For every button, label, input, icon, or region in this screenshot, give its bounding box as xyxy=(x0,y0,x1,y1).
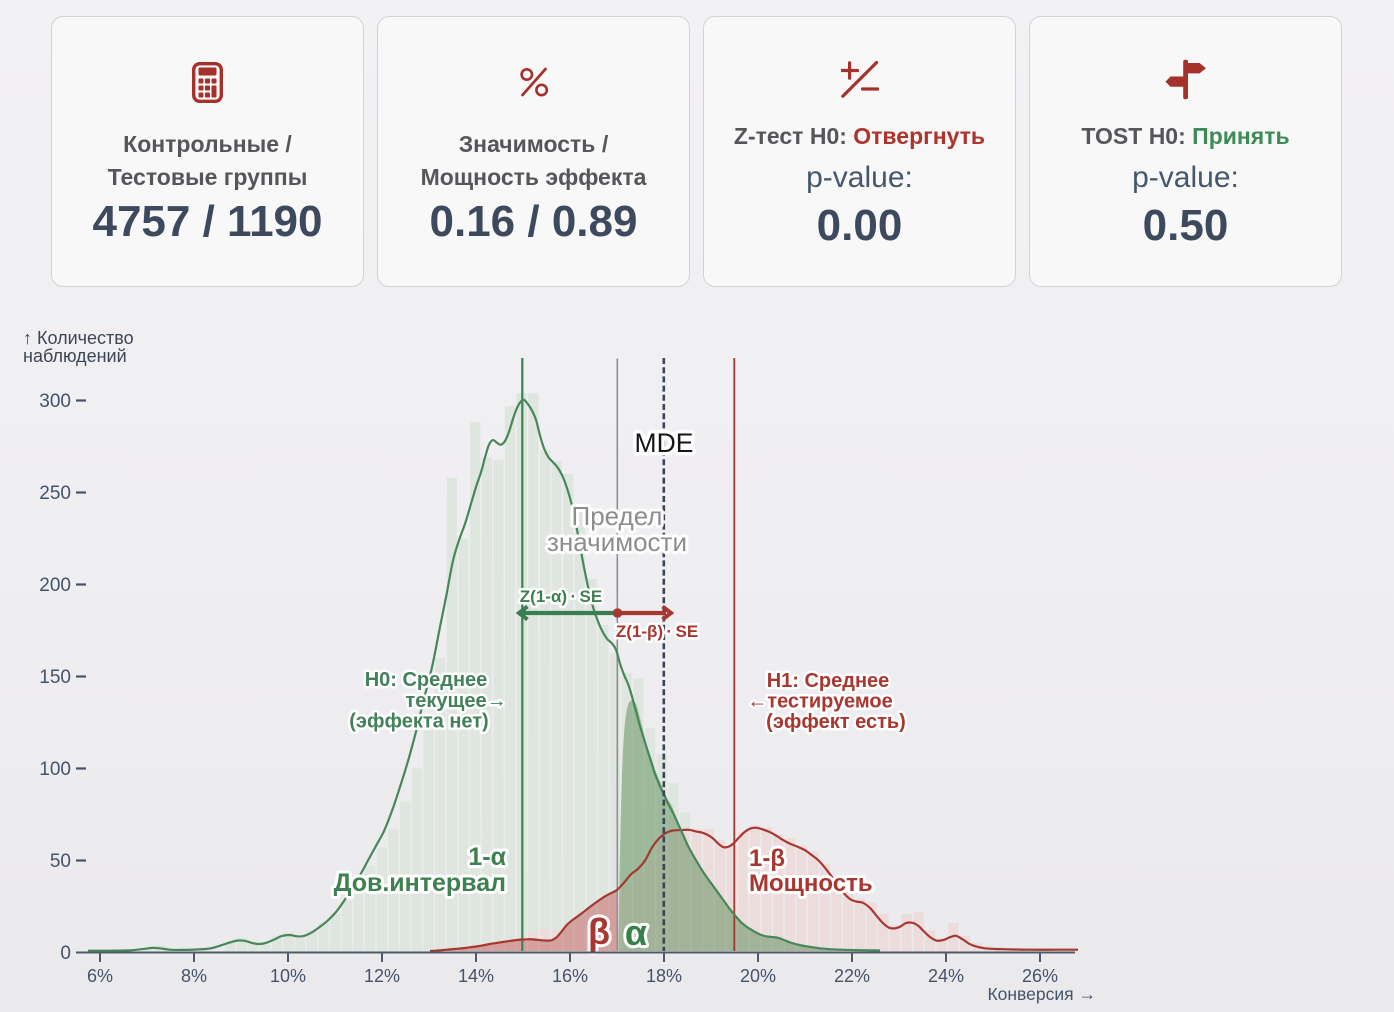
svg-text:0: 0 xyxy=(60,943,71,964)
svg-text:12%: 12% xyxy=(364,966,400,986)
svg-text:24%: 24% xyxy=(928,966,964,986)
svg-text:10%: 10% xyxy=(270,966,306,986)
svg-text:значимости: значимости xyxy=(547,527,687,557)
svg-text:18%: 18% xyxy=(646,966,682,986)
svg-text:16%: 16% xyxy=(552,966,588,986)
svg-text:20%: 20% xyxy=(740,966,776,986)
svg-text:(эффекта нет): (эффекта нет) xyxy=(349,711,488,733)
svg-text:H0: Среднее: H0: Среднее xyxy=(365,669,488,691)
svg-text:Дов.интервал: Дов.интервал xyxy=(334,869,506,897)
svg-text:Мощность: Мощность xyxy=(749,870,873,897)
svg-text:26%: 26% xyxy=(1022,966,1058,986)
svg-text:1-β: 1-β xyxy=(749,845,785,872)
svg-text:↑ Количество: ↑ Количество xyxy=(23,328,134,348)
svg-text:Z(1-α) · SE: Z(1-α) · SE xyxy=(520,587,602,606)
svg-text:H1: Среднее: H1: Среднее xyxy=(767,670,890,692)
svg-text:(эффект есть): (эффект есть) xyxy=(766,711,906,733)
svg-text:MDE: MDE xyxy=(635,428,694,458)
svg-text:←тестируемое: ←тестируемое xyxy=(747,691,892,713)
svg-text:200: 200 xyxy=(39,575,71,596)
svg-text:22%: 22% xyxy=(834,966,870,986)
svg-text:14%: 14% xyxy=(458,966,494,986)
svg-text:6%: 6% xyxy=(87,966,113,986)
svg-text:1-α: 1-α xyxy=(468,843,506,871)
svg-text:250: 250 xyxy=(39,483,71,504)
svg-text:150: 150 xyxy=(39,667,71,688)
svg-text:300: 300 xyxy=(39,391,71,412)
svg-text:β: β xyxy=(588,911,610,952)
svg-text:Конверсия →: Конверсия → xyxy=(987,984,1096,1004)
svg-text:α: α xyxy=(625,912,647,953)
svg-text:50: 50 xyxy=(50,851,71,872)
svg-text:100: 100 xyxy=(39,759,71,780)
svg-text:текущее→: текущее→ xyxy=(405,690,506,712)
svg-text:Z(1-β) · SE: Z(1-β) · SE xyxy=(616,622,698,641)
svg-text:Предел: Предел xyxy=(572,501,663,531)
svg-text:8%: 8% xyxy=(181,966,207,986)
svg-text:наблюдений: наблюдений xyxy=(23,346,127,366)
